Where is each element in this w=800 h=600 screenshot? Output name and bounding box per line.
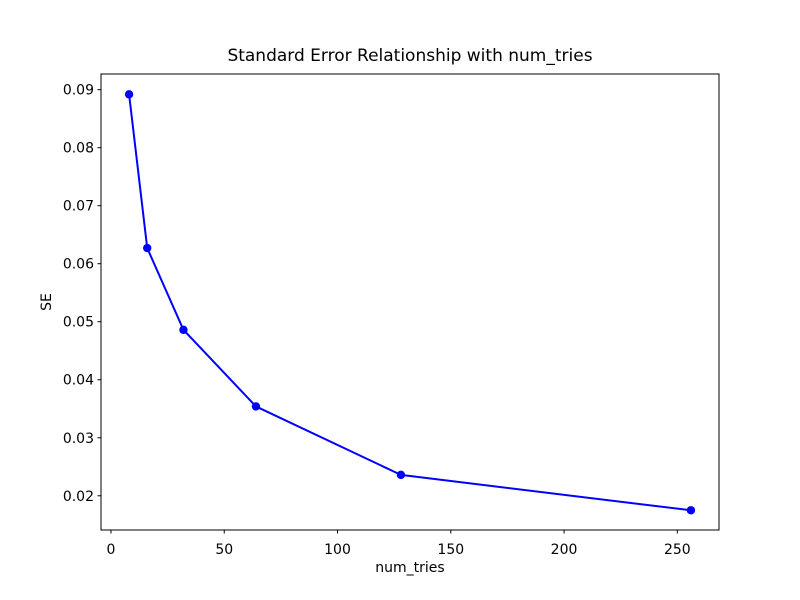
y-tick-label: 0.07 bbox=[63, 199, 94, 215]
axes-frame bbox=[100, 73, 720, 531]
y-tick-label: 0.08 bbox=[63, 141, 94, 157]
y-tick-label: 0.06 bbox=[63, 257, 94, 273]
x-tick-label: 0 bbox=[107, 542, 116, 558]
data-point bbox=[179, 325, 188, 335]
data-point bbox=[124, 90, 134, 99]
data-point bbox=[251, 402, 261, 411]
series-line bbox=[128, 93, 692, 512]
x-tick-label: 50 bbox=[215, 542, 233, 558]
x-tick-label: 250 bbox=[664, 542, 691, 558]
x-axis-label: num_tries bbox=[375, 560, 445, 576]
y-tick-label: 0.02 bbox=[63, 489, 94, 505]
y-axis-label: SE bbox=[39, 293, 55, 311]
y-tick-label: 0.04 bbox=[63, 373, 94, 389]
data-point bbox=[396, 470, 406, 480]
y-tick-label: 0.05 bbox=[63, 315, 94, 331]
data-point bbox=[143, 243, 152, 253]
chart-title: Standard Error Relationship with num_tri… bbox=[227, 46, 593, 66]
x-tick-label: 200 bbox=[551, 542, 578, 558]
y-tick-label: 0.03 bbox=[63, 431, 94, 447]
x-tick-label: 150 bbox=[437, 542, 464, 558]
x-tick-label: 100 bbox=[324, 542, 351, 558]
y-tick-label: 0.09 bbox=[63, 83, 94, 99]
data-point bbox=[686, 506, 696, 515]
